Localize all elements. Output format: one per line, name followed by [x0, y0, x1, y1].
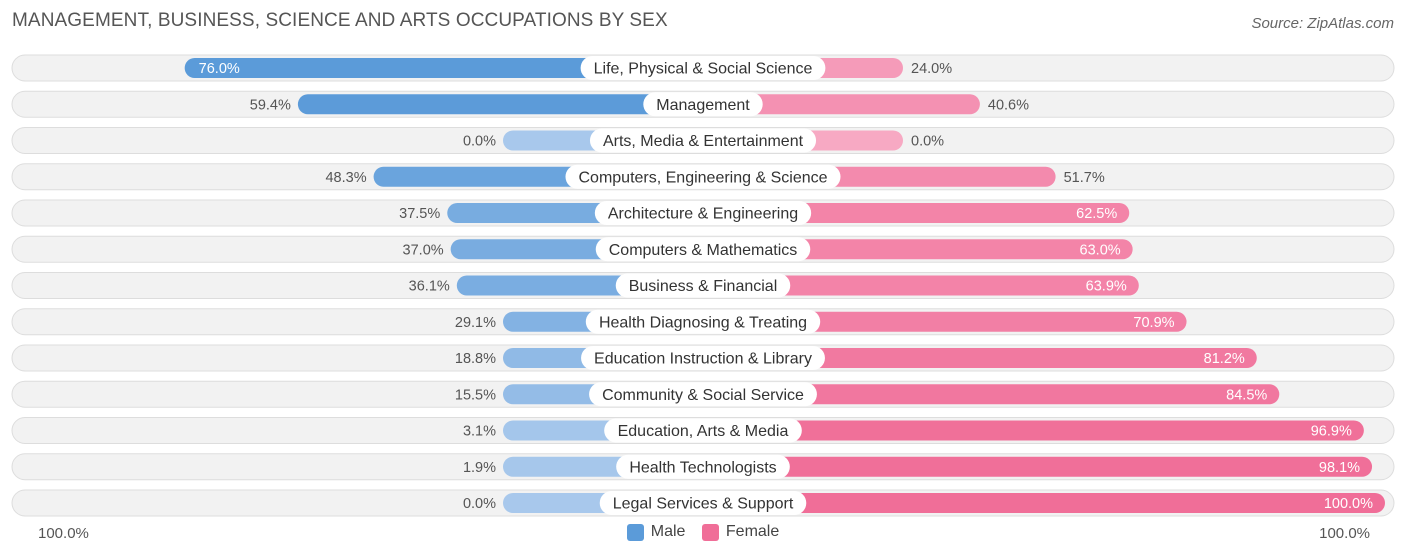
value-label-female: 40.6%: [988, 97, 1029, 113]
category-label: Education, Arts & Media: [618, 423, 789, 440]
value-label-female: 96.9%: [1311, 424, 1352, 440]
category-label: Management: [656, 97, 750, 114]
value-label-female: 24.0%: [911, 61, 952, 77]
value-label-female: 100.0%: [1324, 496, 1373, 512]
value-label-female: 70.9%: [1133, 315, 1174, 331]
bar-female: [703, 275, 1139, 296]
legend-swatch-male: [626, 523, 644, 541]
bar-female: [703, 94, 980, 115]
chart-title: MANAGEMENT, BUSINESS, SCIENCE AND ARTS O…: [12, 10, 668, 31]
value-label-female: 62.5%: [1076, 206, 1117, 222]
value-label-male: 29.1%: [455, 315, 496, 331]
category-label-pill: [589, 128, 817, 153]
value-label-male: 3.1%: [463, 424, 496, 440]
axis-right-label: 100.0%: [1319, 525, 1370, 542]
category-label: Computers & Mathematics: [609, 242, 798, 259]
bar-male: [184, 58, 703, 78]
value-label-male: 48.3%: [325, 170, 366, 186]
bar-female: [703, 311, 1187, 332]
value-label-male: 1.9%: [463, 460, 496, 476]
category-label-pill: [565, 164, 841, 189]
value-label-female: 63.9%: [1086, 279, 1127, 295]
bar-male: [297, 94, 703, 115]
category-label: Arts, Media & Entertainment: [603, 133, 804, 150]
axis-left-label: 100.0%: [38, 525, 89, 542]
value-label-female: 63.0%: [1080, 242, 1121, 258]
value-label-female: 81.2%: [1204, 351, 1245, 367]
value-label-male: 36.1%: [409, 279, 450, 295]
category-label: Community & Social Service: [602, 387, 804, 404]
legend-label-male: Male: [650, 523, 686, 540]
source-label: Source: ZipAtlas.com: [1251, 15, 1394, 32]
value-label-male: 0.0%: [463, 134, 496, 150]
category-label-pill: [595, 237, 811, 262]
legend-item-female[interactable]: Female: [701, 523, 780, 541]
bar-female: [703, 348, 1257, 368]
value-label-male: 59.4%: [250, 97, 291, 113]
category-label-pill: [643, 92, 763, 117]
category-label-pill: [585, 309, 821, 334]
value-label-female: 98.1%: [1319, 460, 1360, 476]
legend-swatch-female: [701, 523, 719, 541]
value-label-male: 15.5%: [455, 387, 496, 403]
category-label-pill: [616, 454, 790, 479]
legend: Male Female: [0, 523, 1406, 546]
value-label-male: 0.0%: [463, 496, 496, 512]
category-label: Life, Physical & Social Science: [594, 61, 813, 78]
category-label: Business & Financial: [629, 278, 778, 295]
category-label-pill: [615, 273, 791, 298]
category-label: Legal Services & Support: [613, 496, 794, 513]
category-label: Health Technologists: [629, 459, 776, 476]
value-label-male: 37.0%: [403, 242, 444, 258]
category-label-pill: [599, 491, 807, 515]
value-label-male: 37.5%: [399, 206, 440, 222]
bar-female: [703, 239, 1133, 260]
category-label-pill: [581, 346, 825, 370]
bar-female: [703, 493, 1385, 513]
category-label: Architecture & Engineering: [608, 206, 798, 223]
value-label-male: 76.0%: [199, 61, 240, 77]
bar-female: [703, 384, 1280, 405]
bar-female: [703, 420, 1364, 441]
category-label-pill: [594, 201, 812, 225]
category-label-pill: [604, 418, 802, 443]
legend-label-female: Female: [725, 523, 780, 540]
value-label-female: 84.5%: [1226, 387, 1267, 403]
value-label-female: 0.0%: [911, 134, 944, 150]
category-label: Education Instruction & Library: [594, 351, 812, 368]
value-label-female: 51.7%: [1064, 170, 1105, 186]
category-label-pill: [580, 56, 826, 80]
category-label-pill: [589, 382, 817, 407]
value-label-male: 18.8%: [455, 351, 496, 367]
category-label: Computers, Engineering & Science: [578, 169, 827, 186]
category-label: Health Diagnosing & Treating: [599, 314, 807, 331]
legend-item-male[interactable]: Male: [626, 523, 686, 541]
bar-female: [703, 456, 1373, 477]
